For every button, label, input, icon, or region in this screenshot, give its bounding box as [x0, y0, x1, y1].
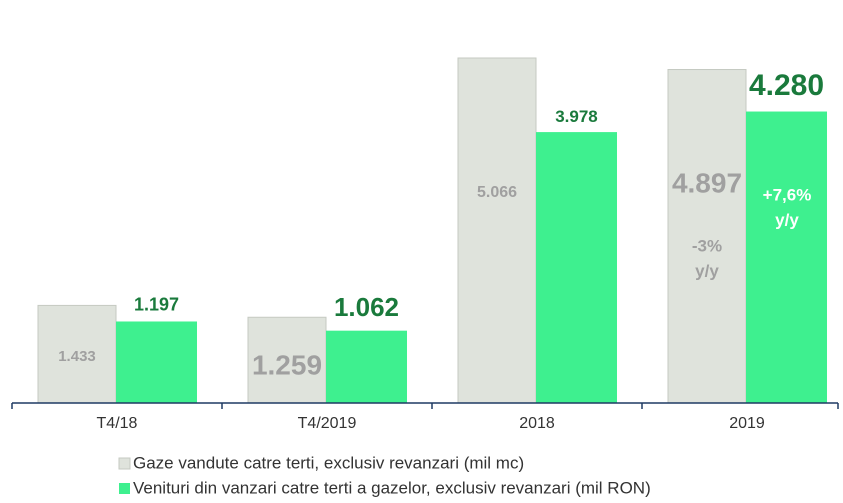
bar	[116, 321, 197, 403]
bar	[326, 330, 407, 403]
legend-label: Venituri din vanzari catre terti a gazel…	[133, 478, 651, 497]
value-label: 4.280	[749, 69, 824, 102]
bar	[746, 111, 827, 403]
value-label: 1.433	[58, 348, 96, 365]
legend-swatch	[119, 483, 130, 494]
bar	[37, 304, 117, 404]
annotation: y/y	[775, 210, 799, 229]
annotation: y/y	[695, 261, 719, 280]
annotation: -3%	[692, 236, 722, 255]
value-label: 1.259	[252, 349, 322, 380]
x-tick-label: T4/2019	[298, 415, 357, 432]
bar	[247, 316, 327, 404]
value-label: 1.197	[134, 295, 179, 315]
x-tick-label: 2018	[519, 415, 555, 432]
bar	[536, 132, 617, 403]
value-label: 3.978	[555, 107, 598, 126]
legend-swatch	[118, 457, 131, 470]
value-label: 4.897	[672, 167, 742, 198]
bar	[667, 69, 747, 404]
x-tick-label: T4/18	[97, 415, 138, 432]
value-label: 5.066	[477, 184, 517, 201]
value-label: 1.062	[334, 292, 399, 322]
x-tick-label: 2019	[729, 415, 765, 432]
annotation: +7,6%	[763, 185, 812, 204]
bar	[457, 57, 537, 404]
legend-label: Gaze vandute catre terti, exclusiv revan…	[133, 453, 524, 472]
